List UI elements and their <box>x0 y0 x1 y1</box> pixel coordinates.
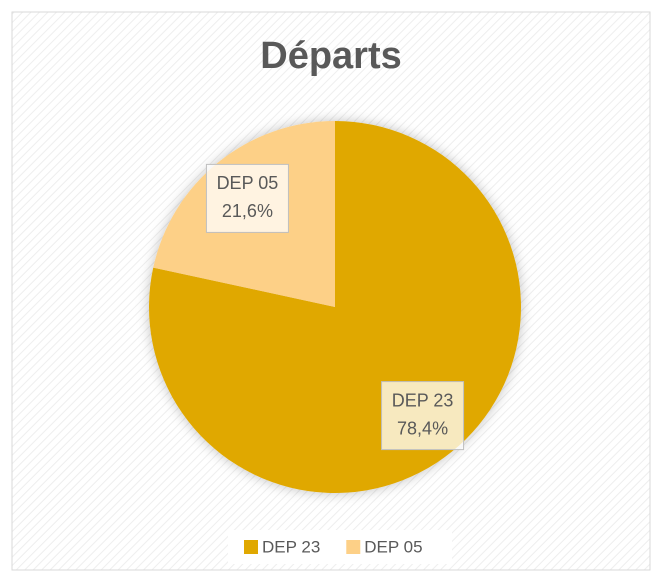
legend-swatch <box>244 540 258 554</box>
data-label-value: 78,4% <box>397 418 448 438</box>
data-label-category: DEP 05 <box>217 173 279 193</box>
chart-title: Départs <box>260 35 402 77</box>
legend-swatch <box>346 540 361 554</box>
legend-label: DEP 23 <box>262 537 320 556</box>
data-label-value: 21,6% <box>222 201 273 221</box>
data-label-box <box>381 381 465 451</box>
pie <box>149 121 522 494</box>
legend-label: DEP 05 <box>364 537 422 556</box>
legend-items: DEP 23 DEP 05 <box>244 537 423 556</box>
data-labels: DEP 23 78,4% DEP 05 21,6% <box>205 163 465 451</box>
legend <box>228 530 452 564</box>
data-label-box <box>205 163 289 233</box>
data-label-category: DEP 23 <box>392 390 454 410</box>
